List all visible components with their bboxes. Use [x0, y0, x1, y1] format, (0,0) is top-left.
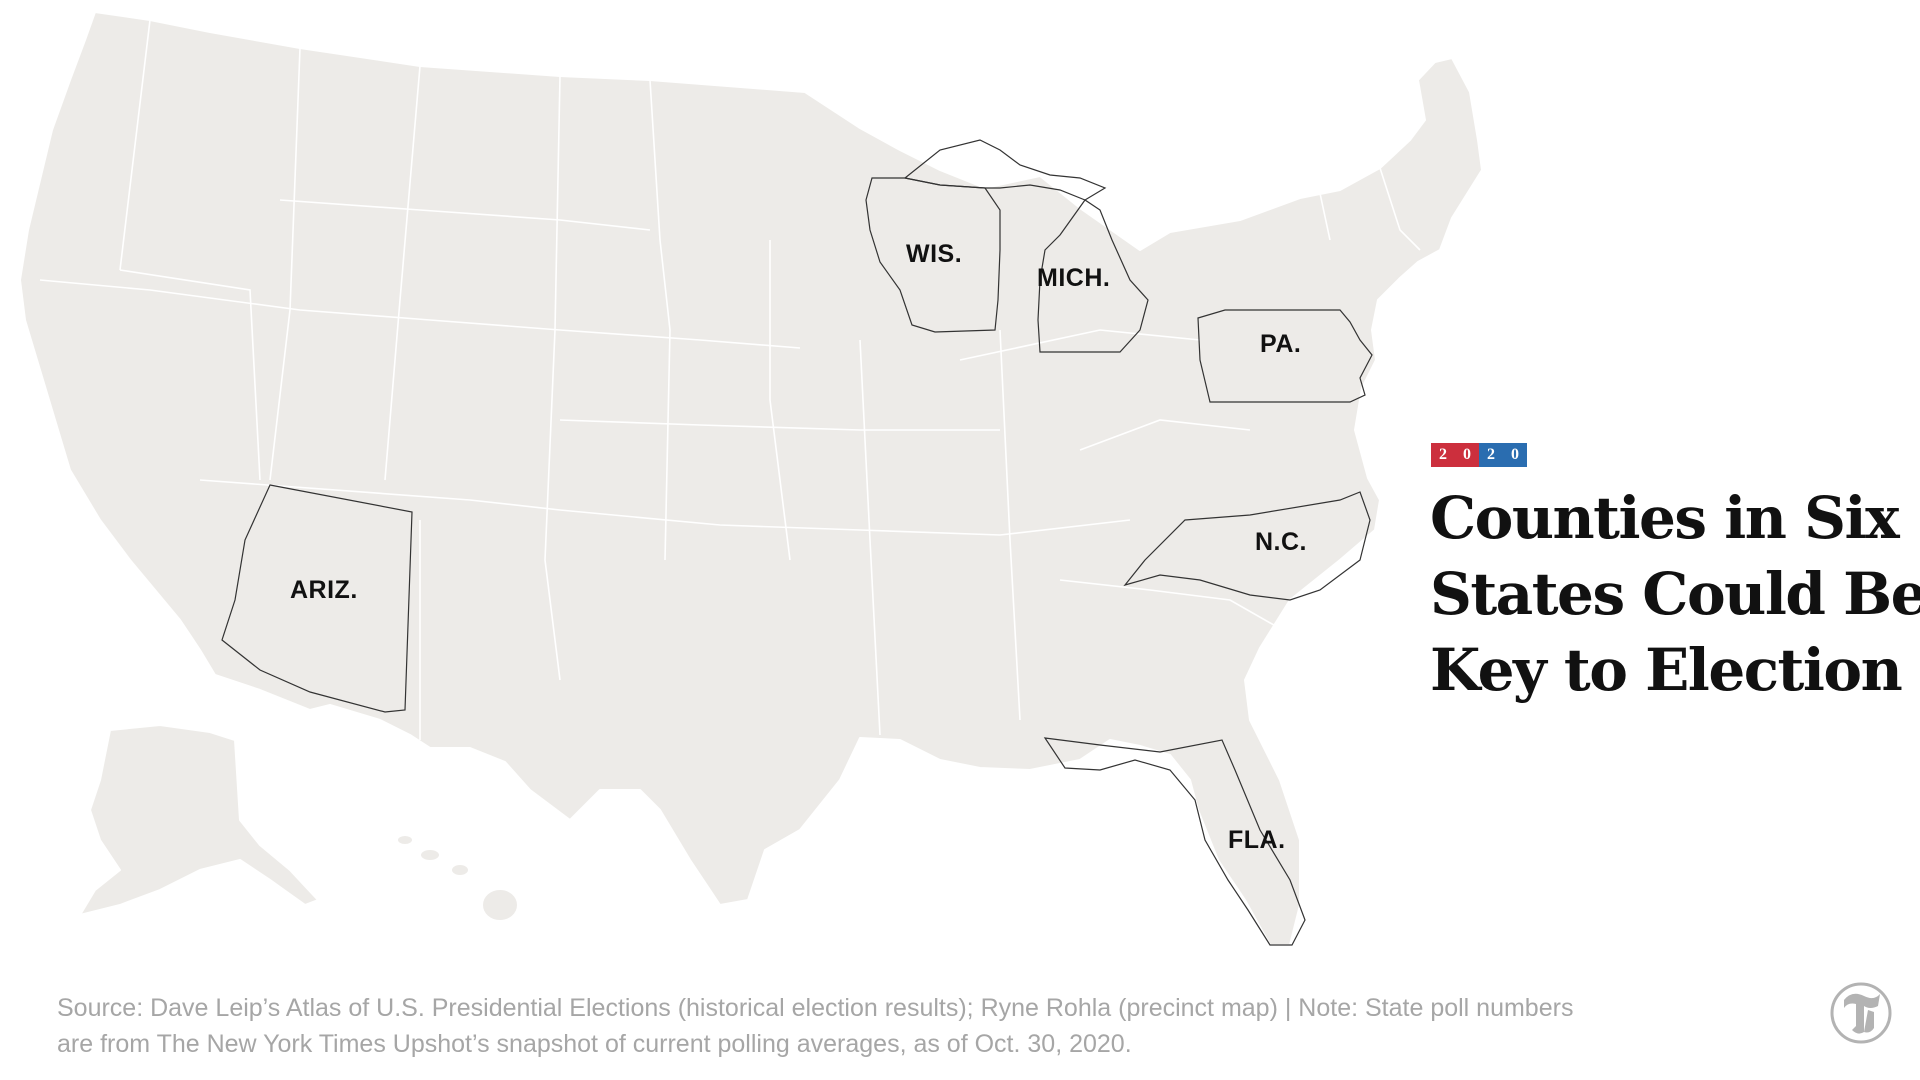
state-border-lines [39, 19, 1421, 740]
label-ariz: ARIZ. [290, 576, 358, 604]
north-carolina-shape [1123, 491, 1371, 601]
label-pa: PA. [1260, 330, 1302, 358]
headline-line-3: Key to Election [1430, 636, 1903, 704]
badge-digit: 2 [1479, 443, 1503, 467]
headline-line-2: States Could Be [1430, 560, 1920, 628]
michigan-up-shape [903, 139, 1107, 201]
arizona-shape [221, 484, 413, 713]
badge-digit: 0 [1503, 443, 1527, 467]
label-fla: FLA. [1228, 826, 1286, 854]
year-2020-badge: 2 0 2 0 [1431, 443, 1527, 467]
nyt-t-logo-icon [1830, 982, 1892, 1044]
source-note-line-1: Source: Dave Leip’s Atlas of U.S. Presid… [57, 994, 1574, 1022]
label-nc: N.C. [1255, 528, 1307, 556]
source-note: Source: Dave Leip’s Atlas of U.S. Presid… [57, 990, 1737, 1062]
label-mich: MICH. [1037, 264, 1111, 292]
badge-digit: 2 [1431, 443, 1455, 467]
swing-states [221, 139, 1373, 946]
badge-digit: 0 [1455, 443, 1479, 467]
source-note-line-2: are from The New York Times Upshot’s sna… [57, 1030, 1132, 1058]
hawaii-islands [396, 834, 519, 922]
florida-shape [1043, 737, 1306, 946]
michigan-shape [1037, 199, 1149, 353]
headline: Counties in Six States Could Be Key to E… [1430, 480, 1920, 708]
us-map-svg [19, 11, 1483, 946]
us-map: WIS. MICH. PA. ARIZ. N.C. FLA. [19, 11, 1483, 946]
alaska-land [79, 724, 319, 916]
label-wis: WIS. [906, 240, 963, 268]
headline-line-1: Counties in Six [1430, 484, 1900, 552]
pennsylvania-shape [1197, 309, 1373, 403]
